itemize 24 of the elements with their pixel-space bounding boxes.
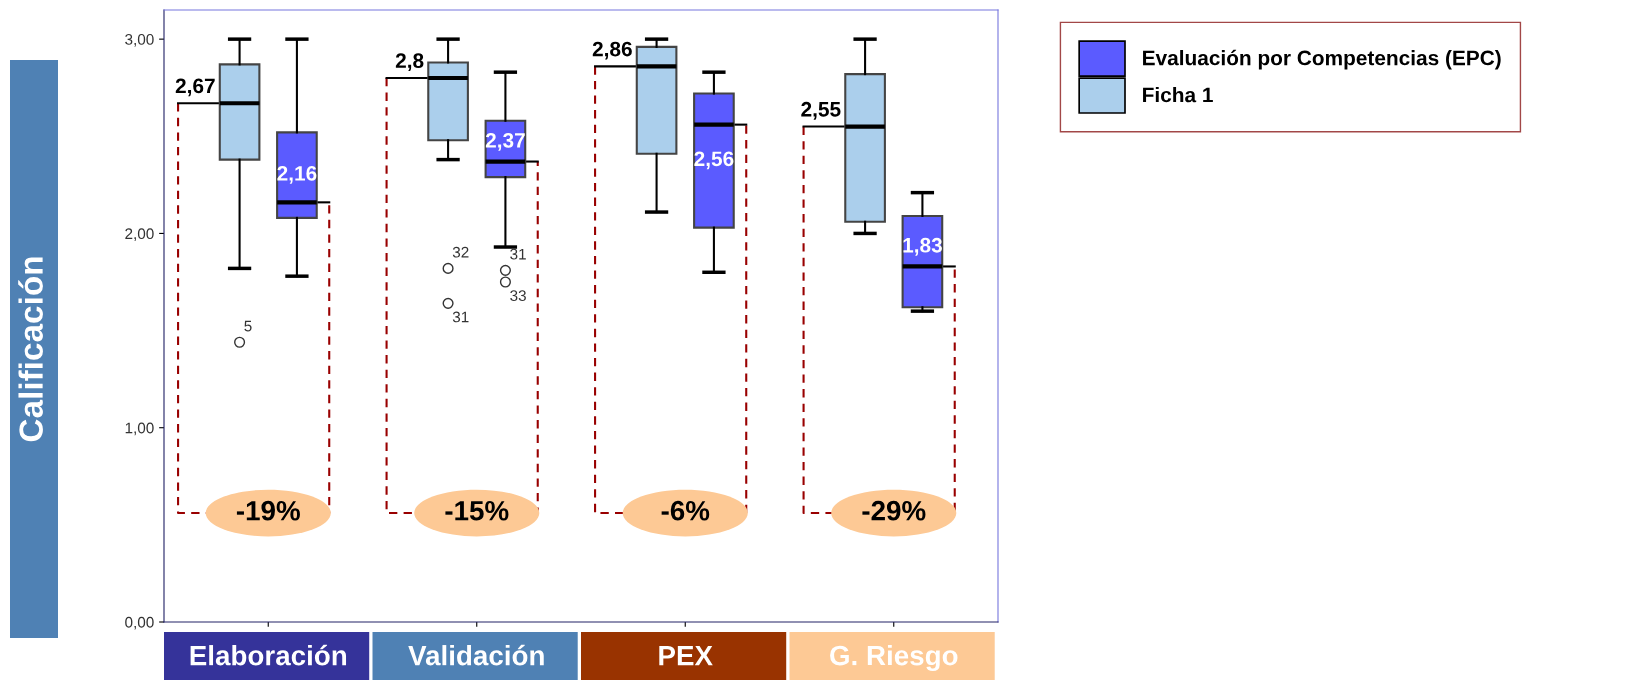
annotation: 31 xyxy=(452,311,469,323)
legend-label: Evaluación por Competencias (EPC) xyxy=(1143,49,1501,70)
annotation: 2,67 xyxy=(175,78,215,97)
annotation: 32 xyxy=(452,246,469,258)
annotation: -29% xyxy=(862,500,926,521)
annotation: -19% xyxy=(236,500,300,521)
x-tick-label: Elaboración xyxy=(190,644,347,666)
legend-label: Ficha 1 xyxy=(1143,87,1213,103)
annotation: -15% xyxy=(445,500,509,521)
annotation: 31 xyxy=(510,248,526,260)
x-tick-label: G. Riesgo xyxy=(830,644,958,672)
annotation: 33 xyxy=(510,290,526,301)
y-tick-label: 0,00 xyxy=(125,616,154,630)
y-axis-title: Calificación xyxy=(18,257,43,442)
x-tick-label: PEX xyxy=(659,646,713,666)
annotation: 2,8 xyxy=(395,53,424,72)
y-tick-label: 1,00 xyxy=(125,422,154,436)
y-tick-label: 2,00 xyxy=(125,228,154,241)
annotation: 2,86 xyxy=(592,41,632,60)
annotation: 5 xyxy=(244,320,252,332)
y-tick-label: 3,00 xyxy=(125,34,154,47)
x-tick-label: Validación xyxy=(408,644,544,666)
annotation: -6% xyxy=(661,500,710,521)
annotation: 2,55 xyxy=(801,101,841,120)
